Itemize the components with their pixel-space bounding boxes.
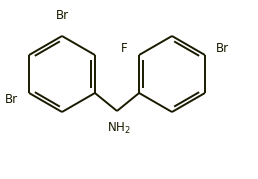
Text: NH$_2$: NH$_2$ (107, 120, 131, 136)
Text: Br: Br (5, 93, 18, 106)
Text: F: F (121, 42, 128, 55)
Text: Br: Br (55, 9, 69, 22)
Text: Br: Br (216, 42, 229, 55)
